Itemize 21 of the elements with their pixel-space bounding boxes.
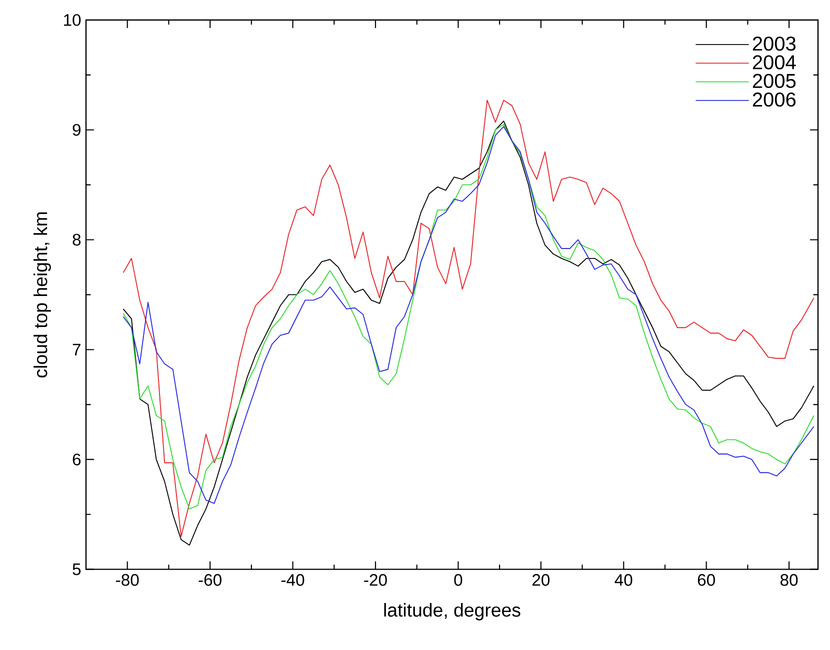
x-axis-title: latitude, degrees: [384, 602, 520, 620]
legend-label: 2003: [752, 36, 796, 51]
x-tick-label: -60: [198, 574, 222, 586]
y-tick-label: 9: [72, 124, 81, 136]
y-tick-label: 7: [72, 344, 80, 356]
y-axis-title: cloud top height, km: [34, 212, 51, 378]
y-tick-label: 10: [64, 14, 81, 26]
legend-label: 2005: [752, 74, 796, 88]
legend-label: 2004: [752, 55, 796, 70]
x-tick-label: 40: [614, 574, 632, 586]
x-tick-label: -20: [364, 574, 387, 586]
y-tick-label: 5: [72, 564, 81, 576]
x-tick-label: 20: [532, 574, 550, 586]
x-tick-label: 80: [780, 574, 798, 586]
x-tick-label: 60: [698, 574, 715, 586]
x-tick-label: -40: [281, 574, 304, 586]
x-tick-label: 0: [454, 574, 462, 586]
legend-label: 2006: [752, 92, 796, 107]
y-tick-label: 8: [72, 234, 81, 246]
x-tick-label: -80: [116, 574, 139, 586]
y-tick-label: 6: [72, 454, 81, 466]
